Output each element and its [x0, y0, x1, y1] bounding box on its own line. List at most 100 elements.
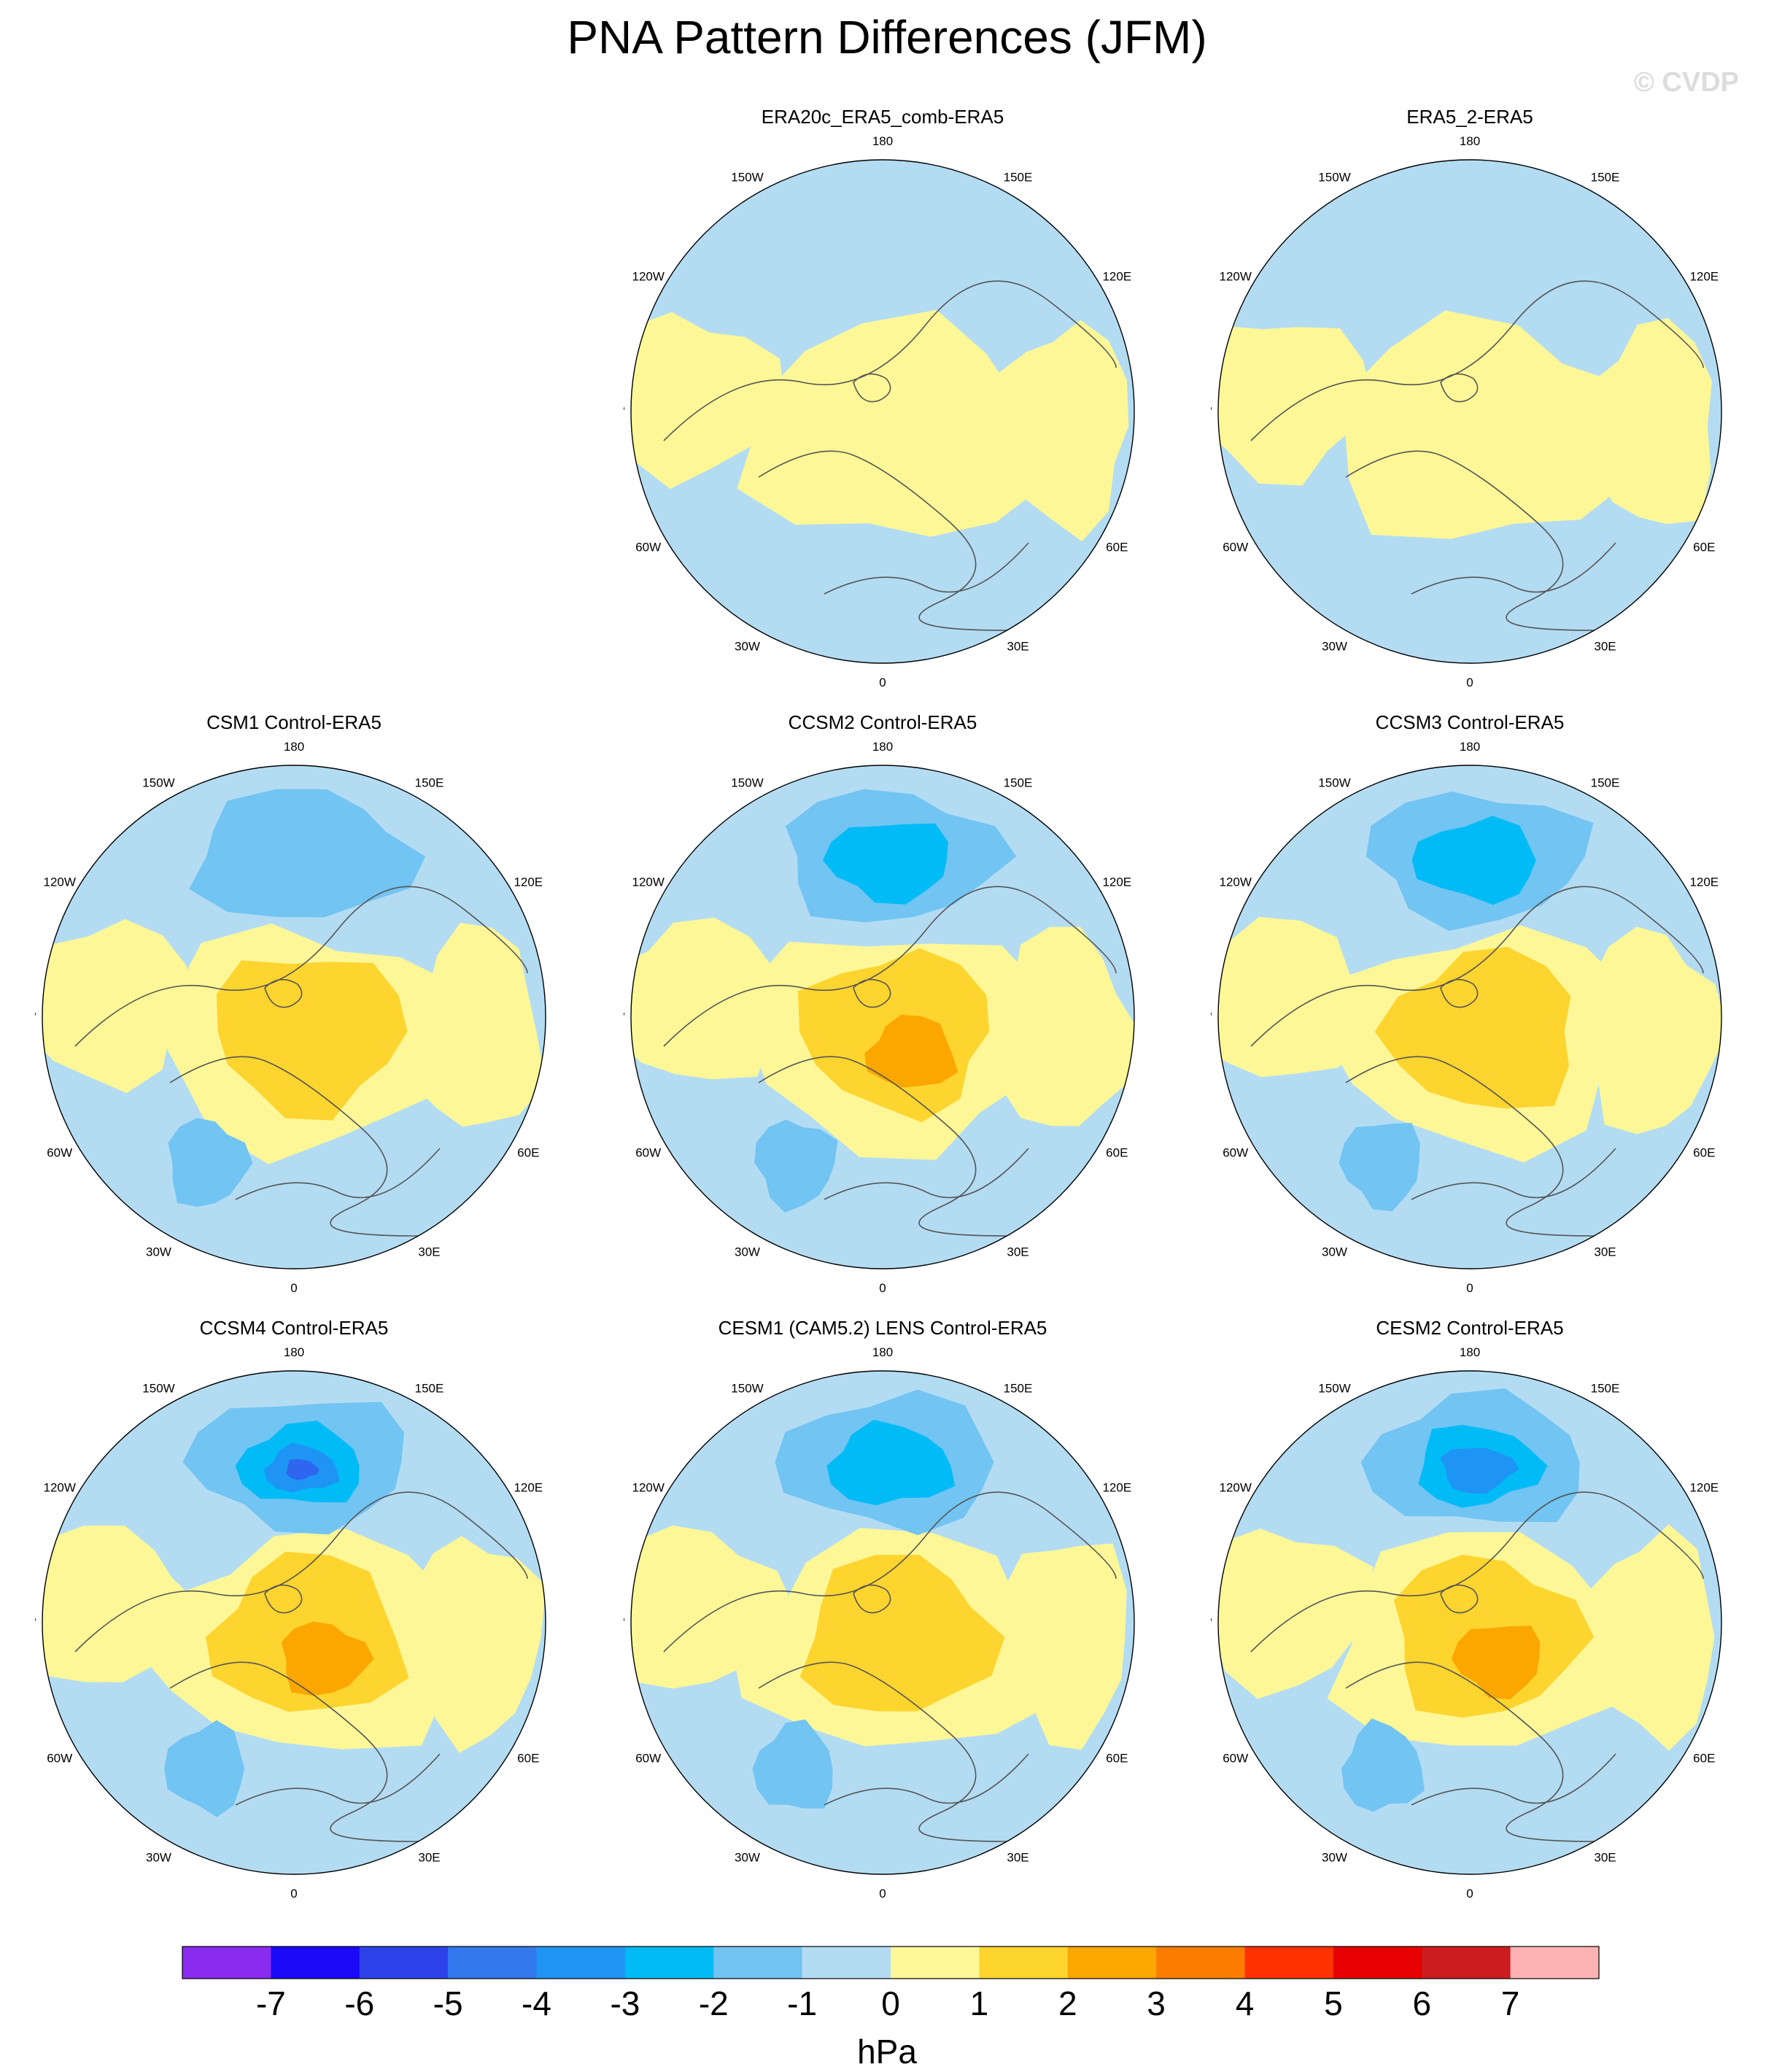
longitude-label: 30E [1007, 1245, 1029, 1259]
longitude-label: 150E [1004, 171, 1033, 185]
colorbar-tick-label: -4 [522, 1984, 551, 2022]
coastline [663, 1491, 1117, 1652]
polar-map: 180150E120E90E60E30E030W60W90W120W150W [1211, 1345, 1722, 1901]
longitude-label: 150W [1318, 171, 1350, 185]
map-panel-cesm1: CESM1 (CAM5.2) LENS Control-ERA5 180 150E 1… [624, 1317, 1142, 1901]
coastline [1411, 1148, 1616, 1200]
panel-title: CESM2 Control-ERA5 [1376, 1317, 1564, 1339]
coastline [853, 1584, 891, 1614]
coastline [663, 886, 1117, 1047]
map-border [630, 159, 1135, 664]
coastline [1440, 978, 1479, 1008]
positive-anomaly [997, 927, 1134, 1126]
colorbar-box [891, 1947, 980, 1979]
longitude-label: 60E [517, 1752, 539, 1766]
positive-anomaly-core [799, 1555, 1005, 1712]
positive-anomaly-core [216, 960, 408, 1121]
negative-anomaly [1341, 1718, 1425, 1812]
longitude-label: 90W [1211, 405, 1212, 419]
longitude-label: 30W [735, 639, 760, 653]
panel-title: ERA5_2-ERA5 [1406, 106, 1533, 128]
positive-anomaly [631, 1525, 794, 1689]
longitude-label: 120W [43, 1481, 75, 1495]
longitude-label: 90W [1211, 1010, 1212, 1024]
map-panel-cesm2: CESM2 Control-ERA5180150E120E90E60E30E03… [1211, 1317, 1729, 1901]
longitude-label: 0 [879, 1887, 886, 1901]
longitude-label: 180 [1460, 740, 1480, 754]
longitude-label: 120E [1689, 270, 1719, 284]
longitude-label: 120E [1689, 1481, 1719, 1495]
positive-anomaly [1345, 310, 1652, 539]
coastline [1250, 886, 1704, 1047]
longitude-label: 60W [1223, 1146, 1248, 1160]
colorbar-tick-label: 6 [1413, 1984, 1432, 2022]
coastline [1440, 373, 1479, 403]
colorbar-box [448, 1947, 537, 1979]
longitude-label: 180 [1460, 1345, 1480, 1359]
panel-title: ERA20c_ERA5_comb-ERA5 [761, 106, 1004, 128]
longitude-label: 120E [1689, 875, 1719, 889]
colorbar-tick-label: -7 [256, 1984, 286, 2022]
colorbar-tick-label: 4 [1236, 1984, 1255, 2022]
positive-anomaly-peak [1451, 1625, 1541, 1700]
colorbar-box [713, 1947, 803, 1979]
longitude-label: 60W [47, 1146, 72, 1160]
colorbar-box [1244, 1947, 1334, 1979]
coastline [758, 1056, 1007, 1237]
polar-map: 180150E120E90E60E30E030W60W90W120W150W [624, 740, 1135, 1295]
negative-anomaly-core [1411, 816, 1536, 905]
longitude-label: 120E [1102, 1481, 1131, 1495]
polar-map: 180150E120E90E60E30E030W60W90W120W150W [35, 1345, 546, 1901]
negative-anomaly-core [822, 823, 948, 905]
coastline [264, 978, 303, 1008]
longitude-label: 30E [418, 1245, 440, 1259]
longitude-label: 30E [1594, 1850, 1616, 1864]
coastline [1345, 1056, 1595, 1237]
coastline [74, 1491, 528, 1652]
coastline [1411, 542, 1616, 595]
figure-title: PNA Pattern Differences (JFM) [567, 11, 1207, 63]
longitude-label: 30W [735, 1245, 760, 1259]
panel-title: CCSM4 Control-ERA5 [199, 1317, 389, 1339]
colorbar-tick-label: -6 [344, 1984, 374, 2022]
longitude-label: 60E [1106, 541, 1128, 554]
polar-map: 180150E120E90E60E30E030W60W90W120W150W [1211, 740, 1722, 1295]
longitude-label: 150W [142, 1382, 174, 1396]
negative-anomaly [164, 1720, 245, 1817]
longitude-label: 60E [1693, 541, 1715, 554]
positive-anomaly [1583, 1524, 1715, 1751]
longitude-label: 0 [879, 1281, 886, 1295]
colorbar-tick-label: 1 [970, 1984, 989, 2022]
coastline [235, 1753, 441, 1806]
longitude-label: 180 [284, 740, 304, 754]
colorbar-box [1510, 1947, 1600, 1979]
colorbar-box [536, 1947, 626, 1979]
polar-map: 180150E120E90E60E30E030W60W90W120W150W [35, 740, 546, 1295]
longitude-label: 120W [632, 875, 664, 889]
longitude-label: 180 [872, 134, 893, 148]
longitude-label: 30W [735, 1850, 760, 1864]
longitude-label: 180 [284, 1345, 304, 1359]
longitude-label: 120E [514, 1481, 543, 1495]
coastline [1440, 1584, 1479, 1614]
longitude-label: 30W [1322, 1850, 1347, 1864]
map-border [1217, 765, 1722, 1269]
longitude-label: 60W [1223, 1752, 1248, 1766]
longitude-label: 30E [418, 1850, 440, 1864]
coastline [1345, 1661, 1595, 1842]
colorbar-tick-label: 3 [1147, 1984, 1166, 2022]
longitude-label: 150E [1591, 1382, 1620, 1396]
coastline [824, 1753, 1029, 1806]
map-border [42, 765, 546, 1269]
longitude-label: 60W [635, 1752, 661, 1766]
longitude-label: 150E [415, 1382, 444, 1396]
longitude-label: 90W [35, 1010, 36, 1024]
panel-title: CCSM2 Control-ERA5 [788, 711, 977, 733]
colorbar-box [979, 1947, 1069, 1979]
longitude-label: 0 [1466, 1281, 1473, 1295]
coastline [1250, 280, 1704, 441]
longitude-label: 0 [1466, 676, 1473, 689]
longitude-label: 0 [290, 1281, 297, 1295]
longitude-label: 60W [635, 1146, 661, 1160]
longitude-label: 150W [1318, 776, 1350, 790]
